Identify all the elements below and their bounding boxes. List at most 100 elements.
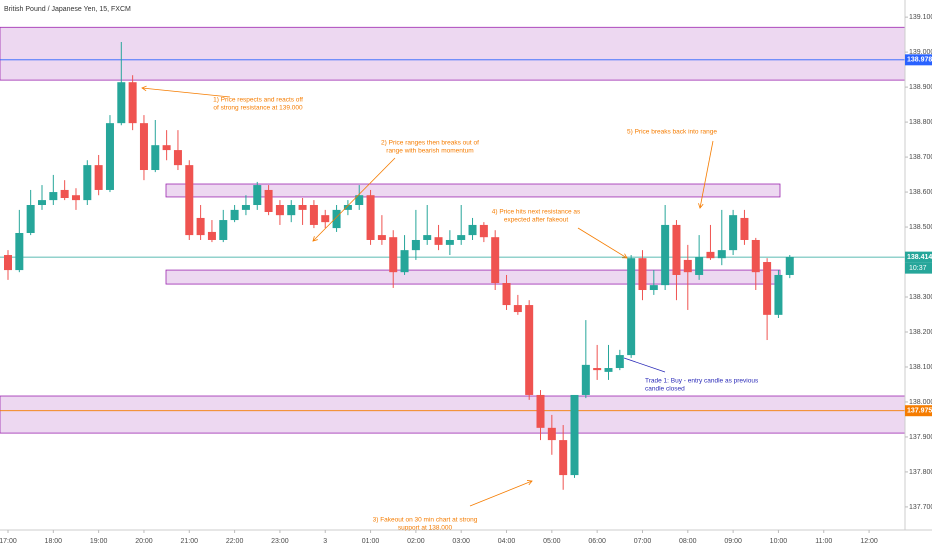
x-tick-label: 02:00 — [407, 538, 425, 545]
candle-body — [559, 440, 568, 476]
y-tick-label: 139.000 — [909, 49, 932, 56]
annotation-text: 4) Price hits next resistance as — [492, 209, 581, 216]
candle-body — [60, 189, 69, 199]
candle-body — [230, 209, 239, 221]
candle-body — [763, 262, 772, 315]
candle-body — [740, 217, 749, 240]
candle-body — [525, 305, 534, 395]
price-label-bg — [905, 54, 932, 66]
candle-body — [502, 283, 511, 306]
candle-body — [377, 235, 386, 240]
candle-body — [423, 235, 432, 240]
candle-body — [151, 145, 160, 171]
candle-body — [207, 231, 216, 240]
candle-body — [298, 205, 307, 210]
x-tick-label: 12:00 — [860, 538, 878, 545]
candle-body — [513, 305, 522, 313]
candle-body — [219, 220, 228, 240]
candle-body — [445, 239, 454, 245]
price-label-bg — [905, 405, 932, 417]
candle-body — [536, 394, 545, 428]
candle-body — [774, 274, 783, 315]
annotation-arrow — [141, 87, 231, 98]
candle-body — [241, 205, 250, 210]
arrow-head — [526, 480, 533, 486]
annotation-text: candle closed — [645, 386, 685, 393]
annotation-text: 5) Price breaks back into range — [627, 129, 717, 136]
x-tick-label: 21:00 — [181, 538, 199, 545]
candle-body — [105, 123, 114, 190]
annotation-arrow — [623, 357, 666, 373]
candle-body — [389, 237, 398, 273]
annotation-text: support at 138.000 — [398, 525, 453, 532]
x-tick-label: 03:00 — [452, 538, 470, 545]
x-tick-label: 11:00 — [815, 538, 832, 545]
candle-body — [457, 235, 466, 240]
candle-body — [321, 215, 330, 223]
annotation-text: Trade 1: Buy - entry candle as previous — [645, 378, 759, 385]
y-tick-label: 137.700 — [909, 504, 932, 511]
candle-body — [581, 364, 590, 395]
annotation-arrow — [577, 227, 628, 259]
x-tick-label: 07:00 — [634, 538, 652, 545]
candle-body — [751, 239, 760, 273]
y-tick-label: 138.100 — [909, 364, 932, 371]
candle-body — [332, 209, 341, 229]
candle-body — [366, 195, 375, 240]
arrow-head — [312, 236, 318, 242]
candle-body — [785, 257, 794, 275]
candle-body — [128, 82, 137, 124]
candle-body — [468, 224, 477, 236]
candle-body — [173, 150, 182, 166]
x-tick-label: 3 — [323, 538, 327, 545]
y-tick-label: 138.300 — [909, 294, 932, 301]
annotation-text: range with bearish momentum — [386, 148, 473, 155]
candle-body — [547, 427, 556, 441]
candle-body — [309, 205, 318, 225]
arrow-head — [621, 253, 628, 259]
x-tick-label: 19:00 — [90, 538, 108, 545]
zones — [0, 26, 906, 434]
y-tick-label: 139.100 — [909, 14, 932, 21]
chart-title: British Pound / Japanese Yen, 15, FXCM — [4, 6, 131, 13]
candle-body — [661, 224, 670, 286]
y-tick-label: 138.800 — [909, 119, 932, 126]
countdown-bg — [905, 262, 932, 274]
candle-body — [275, 205, 284, 216]
annotation-text: 3) Fakeout on 30 min chart at strong — [373, 517, 478, 524]
candle-body — [729, 215, 738, 251]
x-tick-label: 10:00 — [770, 538, 788, 545]
candle-body — [491, 237, 500, 284]
annotation-text: 1) Price respects and reacts off — [213, 97, 303, 104]
annotation-text: 2) Price ranges then breaks out of — [381, 140, 479, 147]
annotation-text: expected after fakeout — [504, 217, 569, 224]
x-tick-label: 08:00 — [679, 538, 697, 545]
x-tick-label: 04:00 — [498, 538, 516, 545]
candle-body — [627, 258, 636, 356]
candle-body — [615, 355, 624, 369]
candle-body — [264, 189, 273, 212]
candle-body — [94, 165, 103, 190]
candle-body — [49, 192, 58, 201]
candles — [4, 41, 794, 490]
candle-body — [196, 217, 205, 236]
x-tick-label: 22:00 — [226, 538, 244, 545]
candle-body — [185, 165, 194, 236]
arrow-head — [698, 203, 704, 209]
x-tick-label: 20:00 — [135, 538, 153, 545]
annotation-arrow — [312, 157, 396, 242]
zone — [0, 26, 906, 81]
candle-body — [717, 250, 726, 259]
x-tick-label: 06:00 — [588, 538, 606, 545]
candle-body — [570, 394, 579, 476]
candle-body — [343, 205, 352, 210]
candle-body — [672, 224, 681, 275]
annotation-arrow — [699, 140, 714, 209]
candle-body — [411, 239, 420, 251]
y-tick-label: 138.200 — [909, 329, 932, 336]
candle-body — [706, 251, 715, 259]
countdown: 10:37 — [909, 265, 927, 272]
candle-body — [139, 123, 148, 171]
y-tick-label: 138.700 — [909, 154, 932, 161]
x-tick-label: 23:00 — [271, 538, 289, 545]
